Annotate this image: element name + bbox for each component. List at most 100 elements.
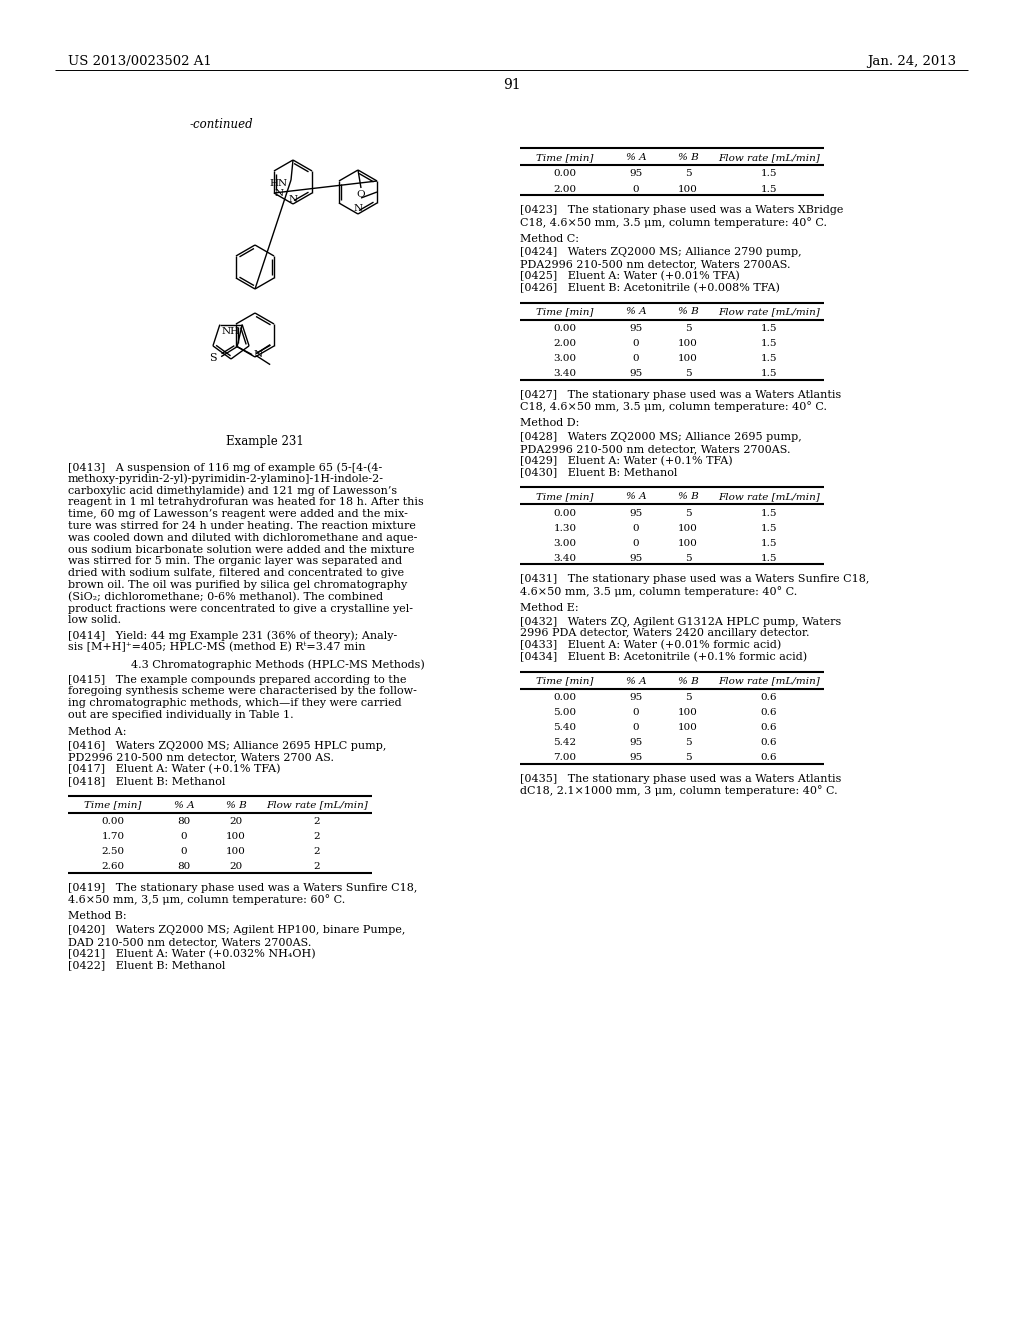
Text: Example 231: Example 231: [226, 436, 304, 447]
Text: 95: 95: [630, 553, 643, 562]
Text: [0413]   A suspension of 116 mg of example 65 (5-[4-(4-: [0413] A suspension of 116 mg of example…: [68, 462, 382, 473]
Text: [0433]   Eluent A: Water (+0.01% formic acid): [0433] Eluent A: Water (+0.01% formic ac…: [520, 640, 781, 651]
Text: 5: 5: [685, 738, 691, 747]
Text: 0.00: 0.00: [553, 693, 577, 702]
Text: Flow rate [mL/min]: Flow rate [mL/min]: [718, 492, 820, 502]
Text: 5: 5: [685, 169, 691, 178]
Text: [0420]   Waters ZQ2000 MS; Agilent HP100, binare Pumpe,: [0420] Waters ZQ2000 MS; Agilent HP100, …: [68, 925, 406, 935]
Text: 7.00: 7.00: [553, 754, 577, 762]
Text: 2: 2: [313, 862, 321, 871]
Text: 0.00: 0.00: [553, 325, 577, 333]
Text: S: S: [210, 352, 217, 363]
Text: [0434]   Eluent B: Acetonitrile (+0.1% formic acid): [0434] Eluent B: Acetonitrile (+0.1% for…: [520, 652, 807, 663]
Text: % B: % B: [225, 801, 247, 809]
Text: 3.00: 3.00: [553, 539, 577, 548]
Text: 1.5: 1.5: [761, 524, 777, 533]
Text: reagent in 1 ml tetrahydrofuran was heated for 18 h. After this: reagent in 1 ml tetrahydrofuran was heat…: [68, 498, 424, 507]
Text: 5.42: 5.42: [553, 738, 577, 747]
Text: 4.6×50 mm, 3.5 μm, column temperature: 40° C.: 4.6×50 mm, 3.5 μm, column temperature: 4…: [520, 586, 798, 597]
Text: % B: % B: [678, 153, 698, 162]
Text: [0425]   Eluent A: Water (+0.01% TFA): [0425] Eluent A: Water (+0.01% TFA): [520, 271, 739, 281]
Text: foregoing synthesis scheme were characterised by the follow-: foregoing synthesis scheme were characte…: [68, 686, 417, 697]
Text: 0: 0: [633, 539, 639, 548]
Text: [0418]   Eluent B: Methanol: [0418] Eluent B: Methanol: [68, 776, 225, 785]
Text: C18, 4.6×50 mm, 3.5 μm, column temperature: 40° C.: C18, 4.6×50 mm, 3.5 μm, column temperatu…: [520, 216, 827, 227]
Text: Time [min]: Time [min]: [537, 492, 594, 502]
Text: 1.5: 1.5: [761, 185, 777, 194]
Text: Flow rate [mL/min]: Flow rate [mL/min]: [266, 801, 368, 809]
Text: 4.6×50 mm, 3,5 μm, column temperature: 60° C.: 4.6×50 mm, 3,5 μm, column temperature: 6…: [68, 895, 345, 906]
Text: 0: 0: [180, 833, 187, 841]
Text: 100: 100: [678, 539, 698, 548]
Text: 80: 80: [177, 862, 190, 871]
Text: Time [min]: Time [min]: [537, 153, 594, 162]
Text: [0417]   Eluent A: Water (+0.1% TFA): [0417] Eluent A: Water (+0.1% TFA): [68, 764, 281, 775]
Text: 100: 100: [226, 833, 246, 841]
Text: Method C:: Method C:: [520, 234, 579, 244]
Text: 3.40: 3.40: [553, 553, 577, 562]
Text: C18, 4.6×50 mm, 3.5 μm, column temperature: 40° C.: C18, 4.6×50 mm, 3.5 μm, column temperatu…: [520, 401, 827, 412]
Text: 1.5: 1.5: [761, 539, 777, 548]
Text: (SiO₂; dichloromethane; 0-6% methanol). The combined: (SiO₂; dichloromethane; 0-6% methanol). …: [68, 591, 383, 602]
Text: 4.3 Chromatographic Methods (HPLC-MS Methods): 4.3 Chromatographic Methods (HPLC-MS Met…: [131, 660, 425, 671]
Text: [0414]   Yield: 44 mg Example 231 (36% of theory); Analy-: [0414] Yield: 44 mg Example 231 (36% of …: [68, 630, 397, 640]
Text: DAD 210-500 nm detector, Waters 2700AS.: DAD 210-500 nm detector, Waters 2700AS.: [68, 937, 311, 946]
Text: [0428]   Waters ZQ2000 MS; Alliance 2695 pump,: [0428] Waters ZQ2000 MS; Alliance 2695 p…: [520, 432, 802, 442]
Text: 5.40: 5.40: [553, 723, 577, 733]
Text: 100: 100: [678, 339, 698, 348]
Text: sis [M+H]⁺=405; HPLC-MS (method E) Rᵗ=3.47 min: sis [M+H]⁺=405; HPLC-MS (method E) Rᵗ=3.…: [68, 642, 366, 652]
Text: 1.5: 1.5: [761, 325, 777, 333]
Text: 95: 95: [630, 693, 643, 702]
Text: ous sodium bicarbonate solution were added and the mixture: ous sodium bicarbonate solution were add…: [68, 545, 415, 554]
Text: 100: 100: [678, 354, 698, 363]
Text: HN: HN: [270, 178, 288, 187]
Text: [0416]   Waters ZQ2000 MS; Alliance 2695 HPLC pump,: [0416] Waters ZQ2000 MS; Alliance 2695 H…: [68, 741, 386, 751]
Text: 0.00: 0.00: [101, 817, 125, 826]
Text: 1.5: 1.5: [761, 553, 777, 562]
Text: 100: 100: [678, 709, 698, 717]
Text: dried with sodium sulfate, filtered and concentrated to give: dried with sodium sulfate, filtered and …: [68, 568, 404, 578]
Text: 100: 100: [226, 847, 246, 857]
Text: carboxylic acid dimethylamide) and 121 mg of Lawesson’s: carboxylic acid dimethylamide) and 121 m…: [68, 486, 397, 496]
Text: 0: 0: [633, 339, 639, 348]
Text: 2996 PDA detector, Waters 2420 ancillary detector.: 2996 PDA detector, Waters 2420 ancillary…: [520, 628, 810, 639]
Text: 2.00: 2.00: [553, 339, 577, 348]
Text: [0429]   Eluent A: Water (+0.1% TFA): [0429] Eluent A: Water (+0.1% TFA): [520, 455, 732, 466]
Text: ture was stirred for 24 h under heating. The reaction mixture: ture was stirred for 24 h under heating.…: [68, 521, 416, 531]
Text: 1.5: 1.5: [761, 339, 777, 348]
Text: Time [min]: Time [min]: [84, 801, 141, 809]
Text: 20: 20: [229, 817, 243, 826]
Text: NH: NH: [222, 326, 240, 335]
Text: 95: 95: [630, 169, 643, 178]
Text: 2.50: 2.50: [101, 847, 125, 857]
Text: 2.00: 2.00: [553, 185, 577, 194]
Text: 5.00: 5.00: [553, 709, 577, 717]
Text: 0: 0: [633, 723, 639, 733]
Text: 91: 91: [503, 78, 521, 92]
Text: 5: 5: [685, 370, 691, 378]
Text: % A: % A: [626, 153, 646, 162]
Text: [0415]   The example compounds prepared according to the: [0415] The example compounds prepared ac…: [68, 675, 407, 685]
Text: 100: 100: [678, 524, 698, 533]
Text: 2: 2: [313, 817, 321, 826]
Text: 100: 100: [678, 723, 698, 733]
Text: 0.6: 0.6: [761, 738, 777, 747]
Text: % A: % A: [626, 308, 646, 317]
Text: Flow rate [mL/min]: Flow rate [mL/min]: [718, 677, 820, 685]
Text: [0422]   Eluent B: Methanol: [0422] Eluent B: Methanol: [68, 961, 225, 970]
Text: 1.70: 1.70: [101, 833, 125, 841]
Text: 80: 80: [177, 817, 190, 826]
Text: low solid.: low solid.: [68, 615, 121, 626]
Text: 0: 0: [633, 354, 639, 363]
Text: 95: 95: [630, 370, 643, 378]
Text: O: O: [356, 190, 366, 199]
Text: 0.6: 0.6: [761, 709, 777, 717]
Text: 95: 95: [630, 325, 643, 333]
Text: PDA2996 210-500 nm detector, Waters 2700AS.: PDA2996 210-500 nm detector, Waters 2700…: [520, 259, 791, 269]
Text: -continued: -continued: [190, 117, 254, 131]
Text: 5: 5: [685, 508, 691, 517]
Text: [0424]   Waters ZQ2000 MS; Alliance 2790 pump,: [0424] Waters ZQ2000 MS; Alliance 2790 p…: [520, 247, 802, 257]
Text: % B: % B: [678, 308, 698, 317]
Text: Jan. 24, 2013: Jan. 24, 2013: [867, 55, 956, 69]
Text: was cooled down and diluted with dichloromethane and aque-: was cooled down and diluted with dichlor…: [68, 533, 418, 543]
